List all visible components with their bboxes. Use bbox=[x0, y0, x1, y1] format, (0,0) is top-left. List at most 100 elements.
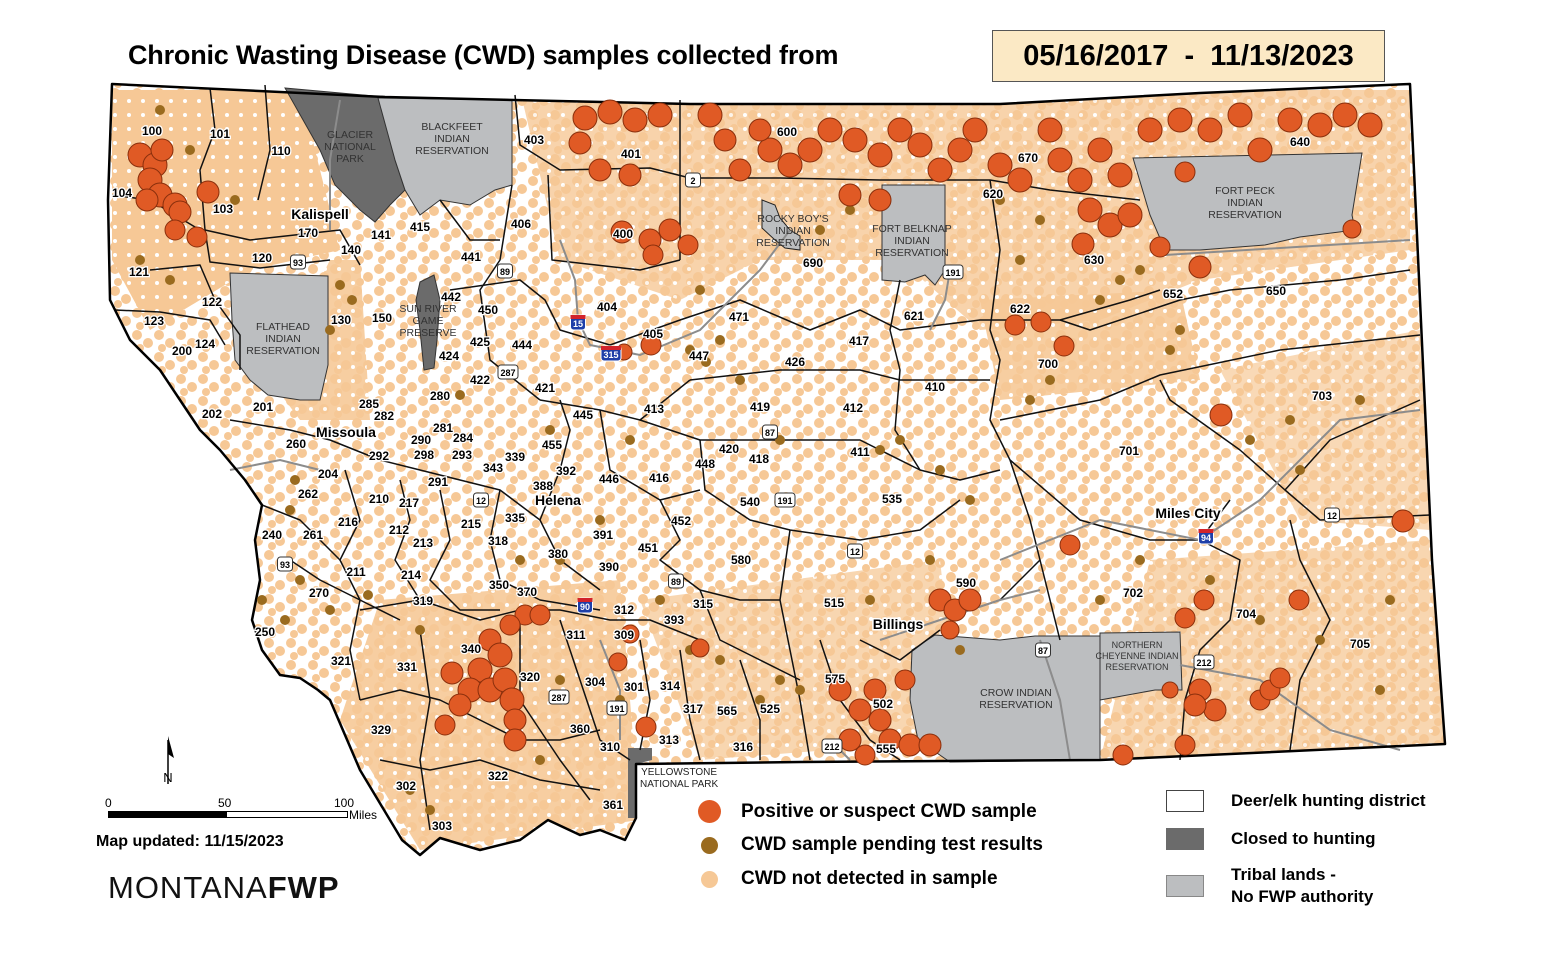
district-label: 525 bbox=[760, 702, 780, 716]
district-label: 340 bbox=[461, 642, 481, 656]
district-label: 411 bbox=[850, 445, 870, 459]
district-label: 444 bbox=[512, 338, 532, 352]
us-highway-shield-icon: 12 bbox=[1324, 507, 1340, 523]
date-range-box: 05/16/2017 - 11/13/2023 bbox=[992, 30, 1385, 82]
interstate-shield-icon: 15 bbox=[570, 314, 586, 331]
district-label: 393 bbox=[664, 613, 684, 627]
hunting-district-labels: 100 101 110 104 103 170 141 415 406 140 120 441 121 1… bbox=[111, 123, 1372, 835]
district-label: 455 bbox=[542, 438, 562, 452]
district-label: 425 bbox=[470, 335, 490, 349]
district-label: 446 bbox=[599, 472, 619, 486]
district-label: 630 bbox=[1084, 253, 1104, 267]
svg-text:93: 93 bbox=[293, 258, 303, 268]
scale-bar: 0 50 100 Miles bbox=[105, 796, 377, 826]
district-label: 471 bbox=[729, 310, 749, 324]
svg-text:12: 12 bbox=[1327, 511, 1337, 521]
district-label: 298 bbox=[414, 448, 434, 462]
district-label: 123 bbox=[144, 314, 164, 328]
district-label: 343 bbox=[483, 461, 503, 475]
us-highway-shield-icon: 87 bbox=[1035, 642, 1051, 658]
svg-text:287: 287 bbox=[551, 693, 566, 703]
svg-text:212: 212 bbox=[1196, 658, 1211, 668]
scale-unit: Miles bbox=[349, 808, 378, 822]
district-label: 141 bbox=[371, 228, 391, 242]
legend-tribal: Tribal lands - No FWP authority bbox=[1166, 864, 1373, 908]
scale-tick-0: 0 bbox=[105, 796, 112, 810]
district-label: 417 bbox=[849, 334, 869, 348]
district-label: 292 bbox=[369, 449, 389, 463]
map-title: Chronic Wasting Disease (CWD) samples co… bbox=[128, 40, 839, 70]
district-label: 406 bbox=[511, 217, 531, 231]
district-label: 410 bbox=[925, 380, 945, 394]
montana-fwp-logo: MONTANAFWP bbox=[108, 870, 340, 905]
district-label: 621 bbox=[904, 309, 924, 323]
district-label: 216 bbox=[338, 515, 358, 529]
district-label: 448 bbox=[695, 457, 715, 471]
district-label: 140 bbox=[341, 243, 361, 257]
us-highway-shield-icon: 191 bbox=[942, 264, 964, 280]
district-label: 301 bbox=[624, 680, 644, 694]
district-label: 370 bbox=[517, 585, 537, 599]
district-label: 315 bbox=[693, 597, 713, 611]
district-label: 426 bbox=[785, 355, 805, 369]
district-label: 419 bbox=[750, 400, 770, 414]
district-label: 204 bbox=[318, 467, 338, 481]
svg-text:2: 2 bbox=[690, 176, 695, 186]
district-label: 313 bbox=[659, 733, 679, 747]
district-label: 421 bbox=[535, 381, 555, 395]
district-label: 590 bbox=[956, 576, 976, 590]
district-label: 380 bbox=[548, 547, 568, 561]
district-label: 282 bbox=[374, 409, 394, 423]
district-label: 200 bbox=[172, 344, 192, 358]
district-label: 202 bbox=[202, 407, 222, 421]
district-label: 450 bbox=[478, 303, 498, 317]
district-label: 329 bbox=[371, 723, 391, 737]
us-highway-shield-icon: 89 bbox=[497, 263, 513, 279]
rocky-boys-reservation-area bbox=[761, 199, 801, 251]
district-label: 640 bbox=[1290, 135, 1310, 149]
district-label: 555 bbox=[876, 742, 896, 756]
svg-text:N: N bbox=[163, 770, 172, 785]
positive-sample-dots bbox=[127, 99, 1415, 766]
district-label: 281 bbox=[433, 421, 453, 435]
us-highway-shield-icon: 12 bbox=[847, 543, 863, 559]
us-highway-shield-icon: 287 bbox=[548, 689, 570, 705]
district-label: 622 bbox=[1010, 302, 1030, 316]
district-label: 412 bbox=[843, 401, 863, 415]
district-label: 120 bbox=[252, 251, 272, 265]
yellowstone-label: YELLOWSTONE NATIONAL PARK bbox=[640, 767, 719, 790]
district-label: 309 bbox=[614, 628, 634, 642]
district-label: 360 bbox=[570, 722, 590, 736]
district-label: 415 bbox=[410, 220, 430, 234]
fort-belknap-reservation-area bbox=[881, 184, 946, 286]
svg-text:15: 15 bbox=[573, 319, 583, 329]
area-labels: GLACIER NATIONAL PARK BLACKFEET INDIAN RESER… bbox=[246, 121, 1282, 711]
district-label: 110 bbox=[271, 144, 291, 158]
us-highway-shield-icon: 191 bbox=[606, 700, 628, 716]
svg-text:191: 191 bbox=[945, 268, 960, 278]
district-label: 424 bbox=[439, 349, 459, 363]
district-label: 392 bbox=[556, 464, 576, 478]
district-label: 420 bbox=[719, 442, 739, 456]
district-label: 405 bbox=[643, 327, 663, 341]
district-label: 565 bbox=[717, 704, 737, 718]
svg-text:94: 94 bbox=[1201, 533, 1211, 543]
legend-not-detected: CWD not detected in sample bbox=[701, 868, 998, 890]
district-label: 401 bbox=[621, 147, 641, 161]
district-label: 103 bbox=[213, 202, 233, 216]
district-label: 270 bbox=[309, 586, 329, 600]
district-label: 422 bbox=[470, 373, 490, 387]
district-label: 670 bbox=[1018, 151, 1038, 165]
svg-text:12: 12 bbox=[850, 547, 860, 557]
district-label: 361 bbox=[603, 798, 623, 812]
district-label: 250 bbox=[255, 625, 275, 639]
district-label: 170 bbox=[298, 226, 318, 240]
district-label: 600 bbox=[777, 125, 797, 139]
